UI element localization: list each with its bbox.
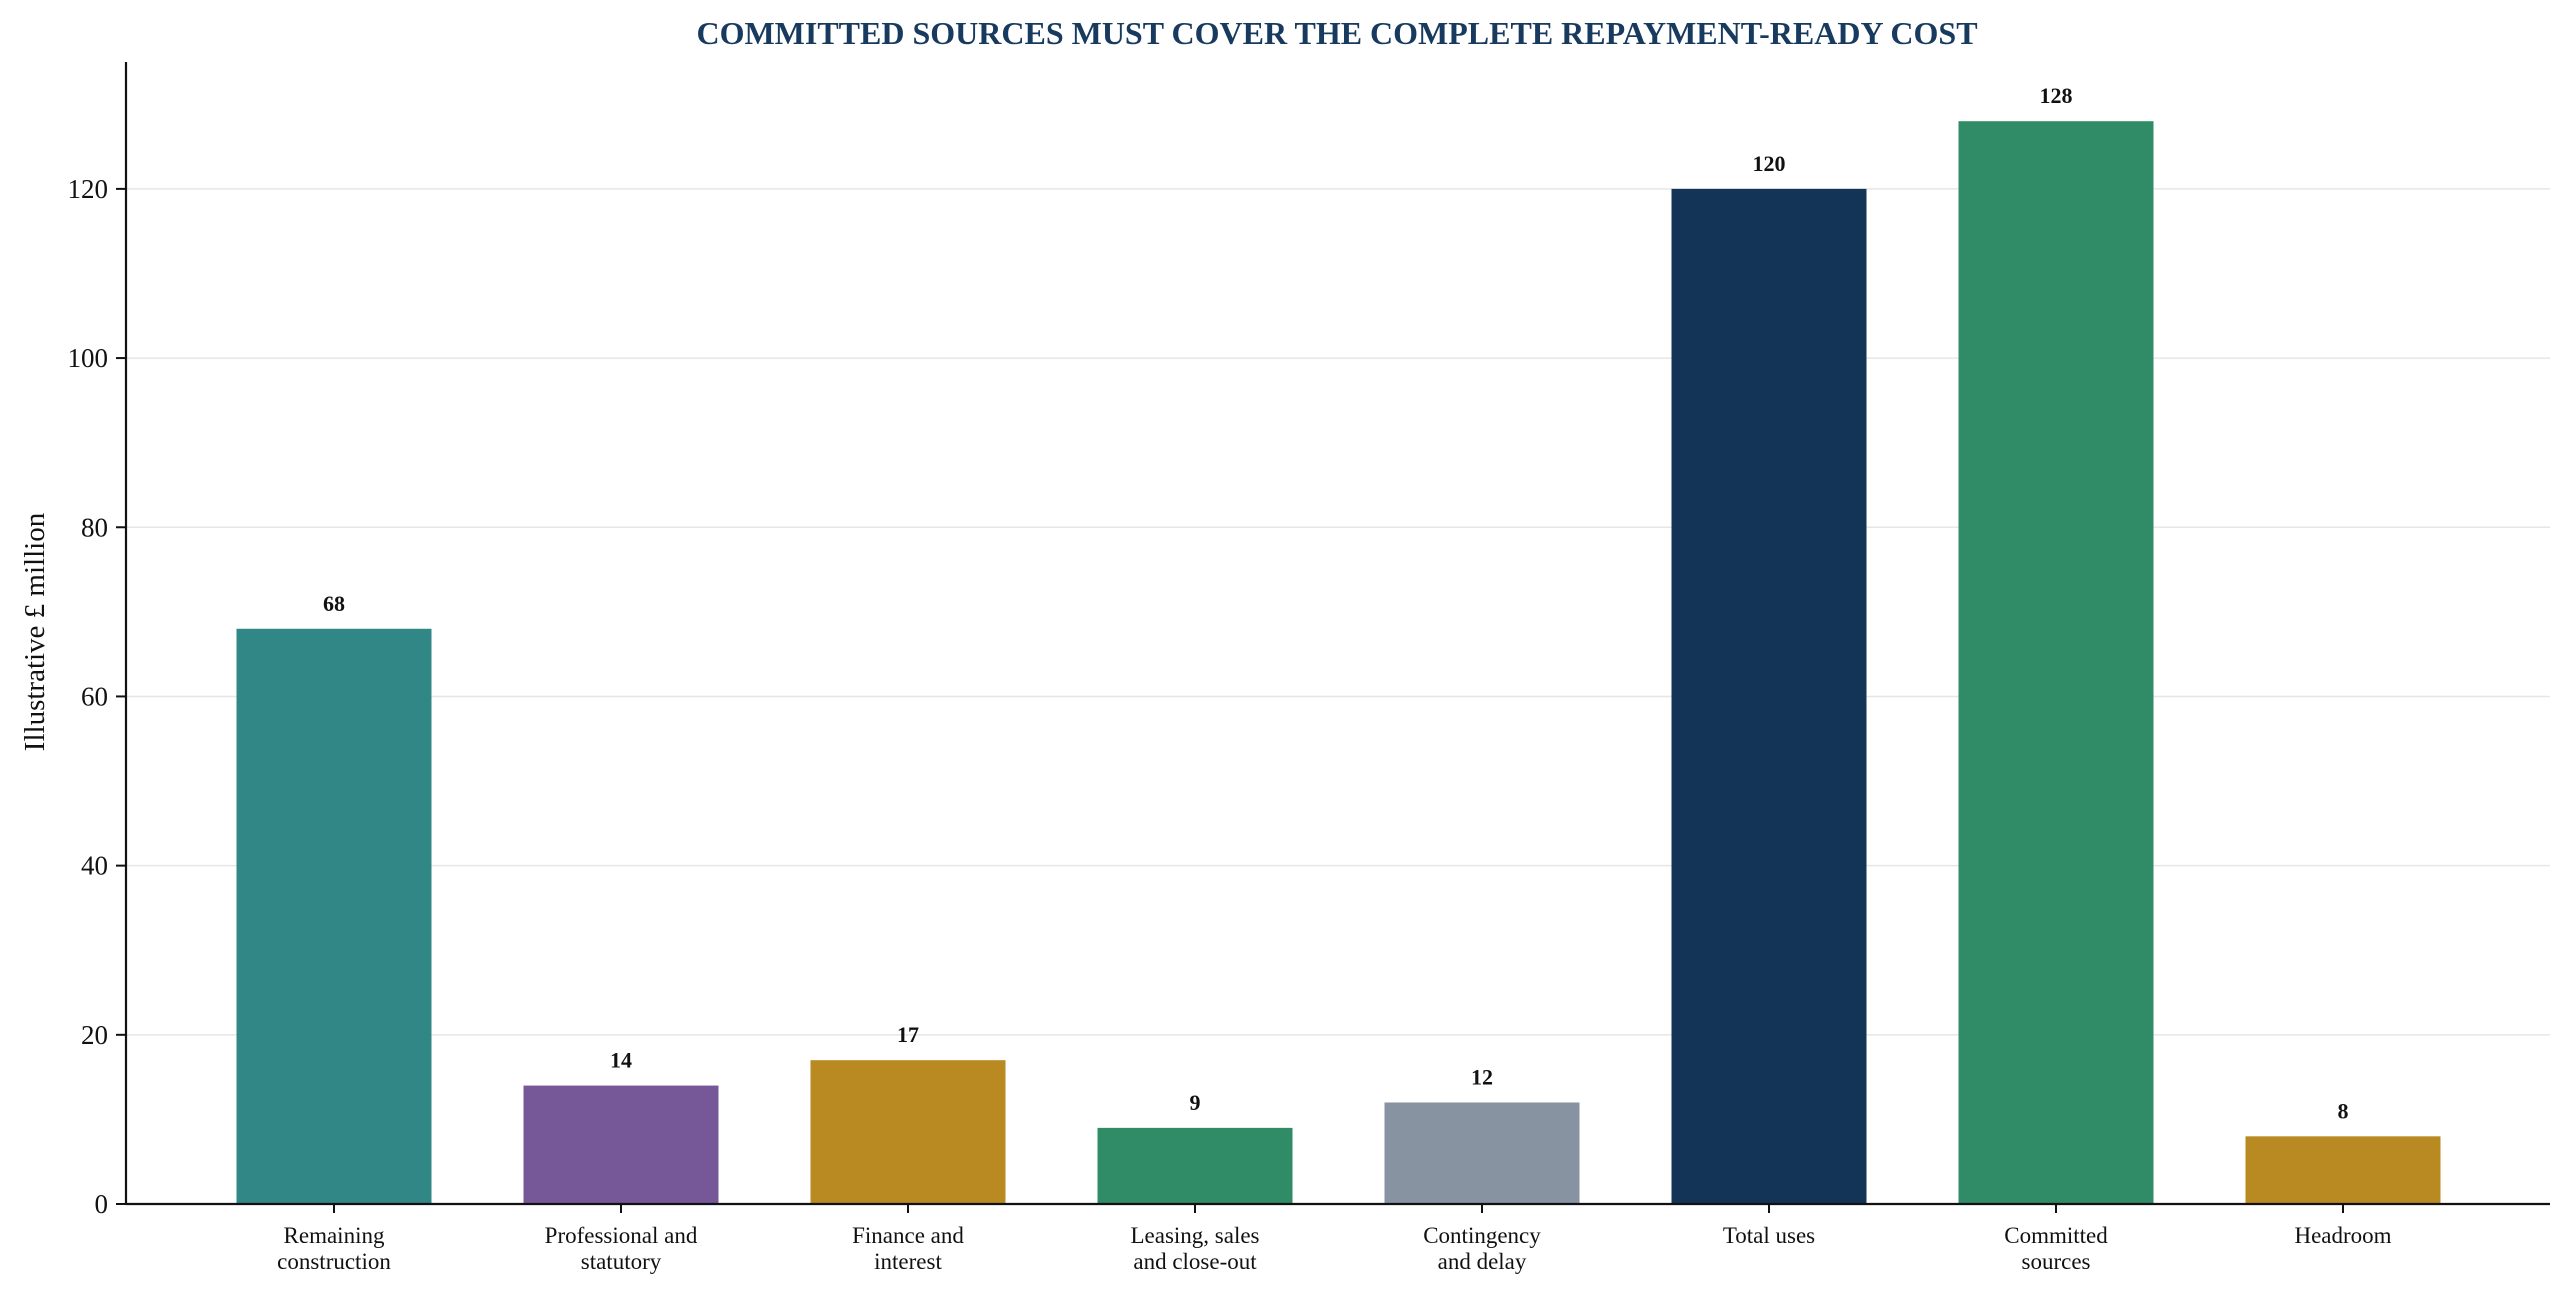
x-tick-label-line: Professional and <box>545 1223 698 1248</box>
x-tick-label: Committed sources <box>2004 1223 2108 1274</box>
gridlines <box>126 188 2550 1036</box>
value-label: 9 <box>1190 1090 1201 1115</box>
x-tick-label-line: sources <box>2022 1249 2091 1274</box>
value-label: 8 <box>2338 1098 2349 1123</box>
x-tick-label-line: Leasing, sales <box>1130 1223 1259 1248</box>
value-label: 68 <box>323 591 345 616</box>
bar <box>1671 188 1867 1204</box>
x-tick-label: Contingency and delay <box>1423 1223 1541 1274</box>
bar <box>523 1085 719 1204</box>
value-labels: 68 14 17 9 12 120 128 8 <box>323 83 2349 1123</box>
x-tick-label-line: and delay <box>1438 1249 1527 1274</box>
x-tick-label-line: Committed <box>2004 1223 2108 1248</box>
y-tick-label: 60 <box>81 681 108 711</box>
y-tick-label: 80 <box>81 512 108 542</box>
x-tick-label: Professional and statutory <box>545 1223 698 1274</box>
y-tick-label: 120 <box>68 174 109 204</box>
value-label: 128 <box>2040 83 2073 108</box>
x-tick-label: Headroom <box>2294 1223 2391 1248</box>
bar <box>1958 121 2154 1204</box>
x-tick-label: Finance and interest <box>852 1223 964 1274</box>
x-tick-label-line: construction <box>277 1249 391 1274</box>
x-tick-labels: Remaining construction Professional and sta… <box>277 1223 2391 1274</box>
x-tick-label-line: Contingency <box>1423 1223 1541 1248</box>
x-tick-label-line: Remaining <box>284 1223 385 1248</box>
bar <box>1384 1102 1580 1204</box>
bar <box>2245 1136 2441 1204</box>
y-tick-label: 0 <box>95 1189 109 1219</box>
y-tick-label: 100 <box>68 343 109 373</box>
x-tick-label: Leasing, sales and close-out <box>1130 1223 1259 1274</box>
x-tick-label-line: Total uses <box>1723 1223 1815 1248</box>
chart-title: COMMITTED SOURCES MUST COVER THE COMPLET… <box>696 15 1977 51</box>
x-tick-label-line: Finance and <box>852 1223 964 1248</box>
x-tick-label-line: statutory <box>581 1249 662 1274</box>
bar <box>236 628 432 1204</box>
value-label: 12 <box>1471 1064 1493 1089</box>
x-tick-label-line: interest <box>874 1249 942 1274</box>
bar <box>810 1060 1006 1204</box>
x-tick-label: Remaining construction <box>277 1223 391 1274</box>
x-tick-label-line: and close-out <box>1133 1249 1257 1274</box>
bar <box>1097 1127 1293 1204</box>
y-tick-labels: 0 20 40 60 80 100 120 <box>68 174 109 1219</box>
y-tick-label: 20 <box>81 1020 108 1050</box>
bars <box>236 121 2441 1204</box>
value-label: 14 <box>610 1048 632 1073</box>
x-tick-label: Total uses <box>1723 1223 1815 1248</box>
axes <box>116 62 2550 1213</box>
x-tick-label-line: Headroom <box>2294 1223 2391 1248</box>
value-label: 120 <box>1753 151 1786 176</box>
y-axis-label: Illustrative £ million <box>19 512 51 751</box>
y-tick-label: 40 <box>81 851 108 881</box>
value-label: 17 <box>897 1022 919 1047</box>
